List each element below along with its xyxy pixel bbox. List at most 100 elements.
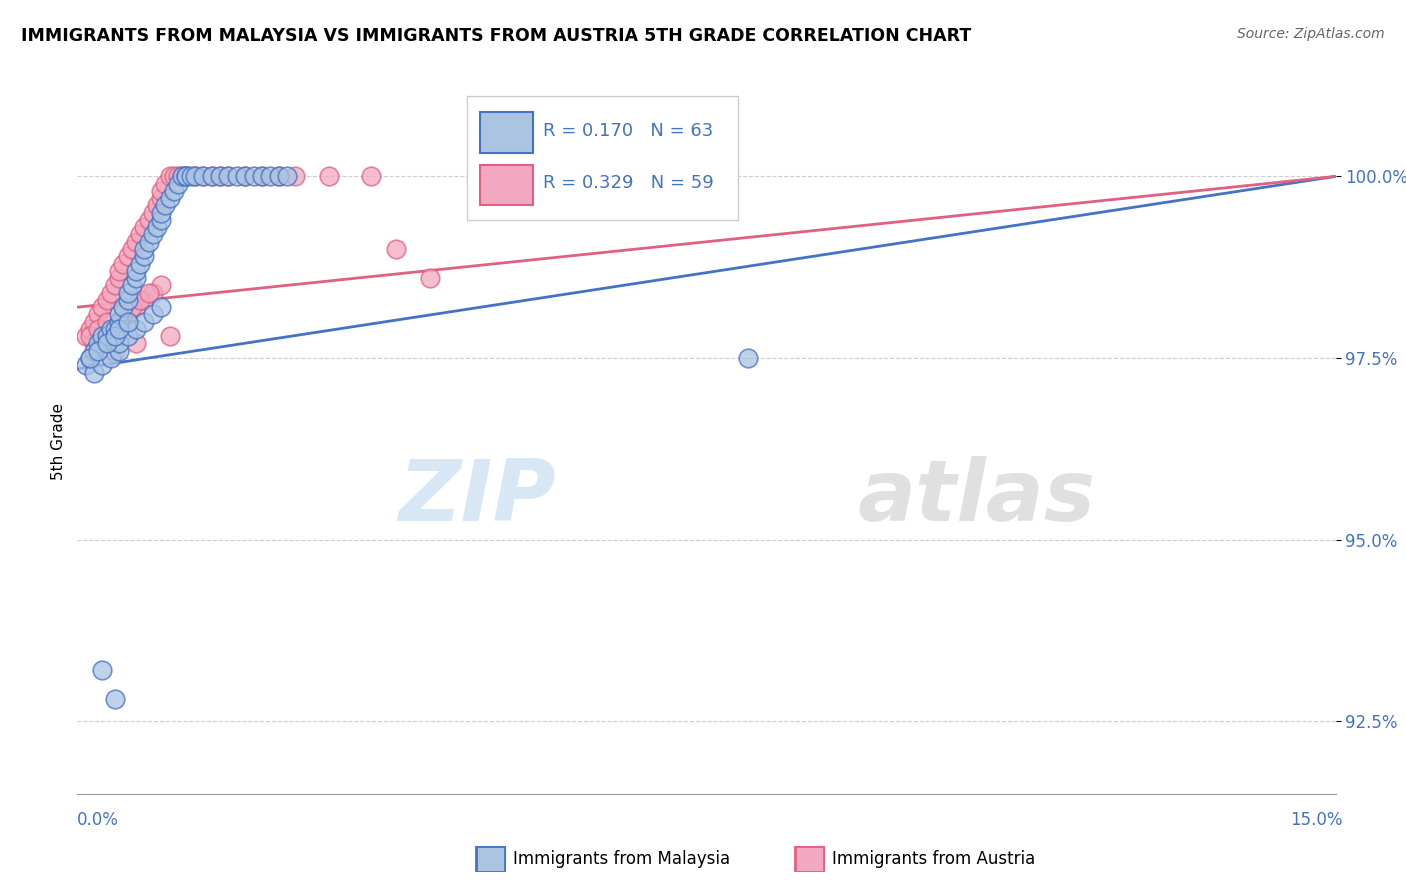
Point: [91, 358, 114, 372]
Point: [276, 169, 298, 184]
Point: [233, 169, 256, 184]
Point: [419, 271, 441, 285]
Point: [134, 220, 156, 235]
Point: [267, 169, 290, 184]
Point: [134, 242, 156, 256]
Point: [117, 285, 139, 300]
Point: [146, 220, 169, 235]
Point: [117, 315, 139, 329]
Text: Immigrants from Austria: Immigrants from Austria: [832, 850, 1036, 868]
Point: [75, 358, 97, 372]
Y-axis label: 5th Grade: 5th Grade: [51, 403, 66, 480]
Point: [117, 293, 139, 307]
FancyBboxPatch shape: [477, 847, 505, 871]
Point: [104, 343, 127, 358]
Text: ZIP: ZIP: [398, 457, 555, 540]
Point: [159, 169, 181, 184]
Point: [167, 169, 190, 184]
Point: [737, 351, 759, 365]
Point: [142, 307, 165, 321]
Point: [208, 169, 231, 184]
Point: [100, 322, 122, 336]
FancyBboxPatch shape: [479, 165, 533, 205]
Point: [91, 329, 114, 343]
Point: [155, 177, 177, 191]
Point: [108, 315, 131, 329]
Point: [91, 329, 114, 343]
Point: [138, 285, 160, 300]
Point: [125, 336, 148, 351]
Point: [184, 169, 207, 184]
Point: [172, 169, 194, 184]
Point: [96, 336, 118, 351]
Point: [146, 198, 169, 212]
Point: [117, 329, 139, 343]
Point: [104, 278, 127, 293]
Point: [138, 213, 160, 227]
Point: [267, 169, 290, 184]
Point: [250, 169, 273, 184]
Point: [112, 300, 135, 314]
Point: [163, 184, 186, 198]
Point: [134, 249, 156, 263]
Point: [100, 285, 122, 300]
Point: [79, 329, 101, 343]
Point: [108, 307, 131, 321]
Point: [75, 329, 97, 343]
Point: [225, 169, 247, 184]
Point: [191, 169, 215, 184]
Point: [87, 343, 110, 358]
Point: [217, 169, 239, 184]
Point: [104, 692, 127, 706]
Point: [112, 256, 135, 270]
Point: [79, 351, 101, 365]
Point: [159, 191, 181, 205]
Point: [87, 307, 110, 321]
Text: atlas: atlas: [858, 457, 1095, 540]
Point: [121, 300, 143, 314]
Point: [83, 336, 105, 351]
Point: [180, 169, 202, 184]
Point: [176, 169, 198, 184]
Point: [100, 351, 122, 365]
Point: [138, 235, 160, 249]
Text: IMMIGRANTS FROM MALAYSIA VS IMMIGRANTS FROM AUSTRIA 5TH GRADE CORRELATION CHART: IMMIGRANTS FROM MALAYSIA VS IMMIGRANTS F…: [21, 27, 972, 45]
Point: [142, 227, 165, 242]
Point: [87, 322, 110, 336]
Point: [125, 300, 148, 314]
Point: [217, 169, 239, 184]
Point: [125, 264, 148, 278]
Point: [150, 213, 173, 227]
Point: [176, 169, 198, 184]
FancyBboxPatch shape: [467, 96, 738, 219]
Point: [112, 307, 135, 321]
Point: [125, 235, 148, 249]
Point: [200, 169, 222, 184]
Point: [100, 322, 122, 336]
Point: [125, 322, 148, 336]
Point: [117, 307, 139, 321]
Point: [108, 271, 131, 285]
Point: [96, 329, 118, 343]
Point: [121, 242, 143, 256]
Point: [159, 329, 181, 343]
Point: [108, 322, 131, 336]
Point: [184, 169, 207, 184]
Point: [129, 293, 152, 307]
Point: [108, 343, 131, 358]
FancyBboxPatch shape: [796, 847, 824, 871]
Point: [155, 198, 177, 212]
Point: [121, 278, 143, 293]
Point: [150, 205, 173, 219]
Point: [129, 256, 152, 270]
Point: [150, 184, 173, 198]
Point: [83, 315, 105, 329]
Point: [233, 169, 256, 184]
Text: R = 0.329   N = 59: R = 0.329 N = 59: [543, 174, 714, 192]
FancyBboxPatch shape: [479, 112, 533, 153]
Point: [125, 271, 148, 285]
Point: [150, 300, 173, 314]
Point: [108, 336, 131, 351]
Point: [91, 664, 114, 678]
Point: [104, 329, 127, 343]
